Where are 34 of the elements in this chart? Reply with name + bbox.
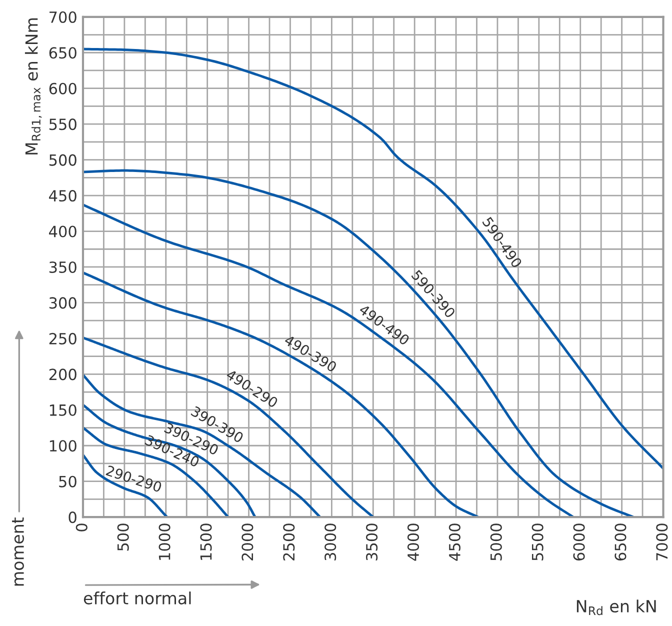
- x-tick-label: 3000: [324, 524, 336, 560]
- x-axis-title: N$_{Rd}$ en kN: [576, 600, 656, 616]
- x-tick-label: 6500: [614, 524, 626, 560]
- x-tick-label: 6000: [573, 524, 585, 560]
- y-axis-title: M$_{Rd1,max}$ en kNm: [24, 18, 42, 154]
- y-tick-label: 100: [50, 440, 76, 452]
- x-tick-label: 7000: [656, 524, 668, 560]
- y-tick-label: 0: [68, 512, 76, 524]
- x-tick-label: 0: [76, 524, 88, 532]
- x-tick-label: 2500: [283, 524, 295, 560]
- x-tick-label: 2000: [242, 524, 254, 560]
- y-tick-label: 300: [49, 297, 76, 309]
- x-tick-label: 5500: [532, 524, 544, 560]
- y-tick-label: 350: [49, 261, 76, 274]
- x-tick-label: 3500: [366, 524, 378, 560]
- x-tick-label: 4500: [448, 524, 460, 561]
- y-tick-label: 450: [49, 190, 76, 202]
- y-tick-label: 600: [49, 82, 76, 94]
- y-tick-label: 150: [50, 404, 76, 416]
- text: effort normal: [84, 592, 191, 604]
- x-tick-label: 500: [117, 524, 129, 551]
- y-tick-label: 400: [49, 226, 76, 238]
- y-tick-label: 200: [49, 368, 76, 380]
- y-tick-label: 50: [59, 476, 76, 488]
- x-tick-label: 1500: [200, 524, 212, 560]
- text: moment: [12, 517, 24, 586]
- y-tick-label: 700: [50, 11, 76, 23]
- y-tick-label: 650: [49, 47, 76, 59]
- x-tick-label: 4000: [407, 524, 420, 561]
- y-tick-label: 550: [49, 118, 76, 130]
- x-tick-label: 1000: [158, 524, 170, 560]
- x-tick-label: 5000: [490, 524, 502, 560]
- y-tick-label: 500: [49, 154, 76, 166]
- y-tick-label: 250: [49, 332, 76, 344]
